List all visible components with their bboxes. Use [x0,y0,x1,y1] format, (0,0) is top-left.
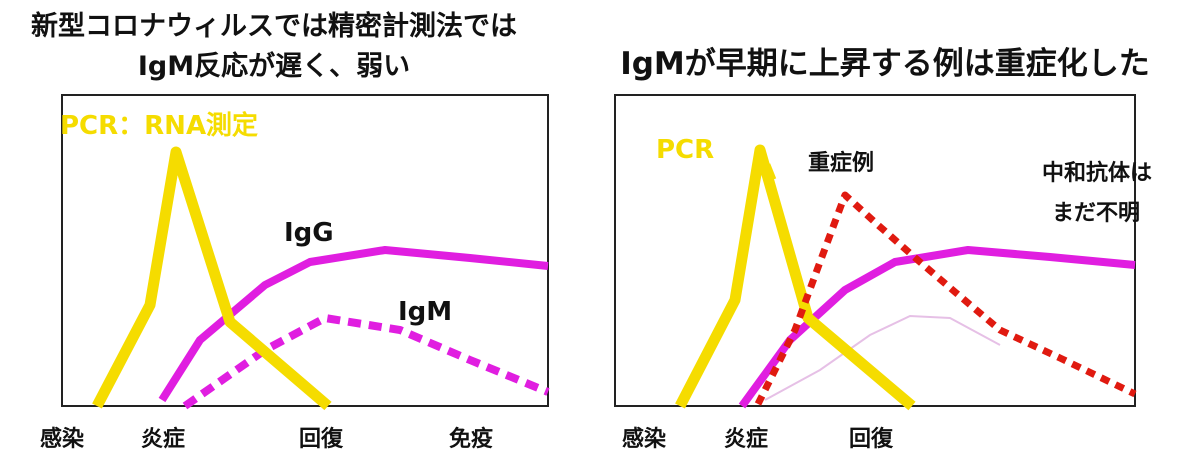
right-pcr-curve [675,144,916,411]
right-severe-curve [754,191,1137,406]
left-x-label-inflammation: 炎症 [141,426,185,452]
left-panel: PCR：RNA測定 IgG IgM 感染 炎症 回復 免疫 [40,94,550,452]
left-igg-label: IgG [284,218,334,248]
right-x-label-recovery: 回復 [849,426,894,452]
left-x-label-recovery: 回復 [299,426,344,452]
right-plot-frame [614,94,1136,407]
left-plot-frame [61,94,549,407]
right-x-label-inflammation: 炎症 [724,426,768,452]
left-x-label-infection: 感染 [40,426,84,452]
left-igm-label: IgM [398,297,452,327]
right-pcr-curve-shoulder [761,163,777,182]
left-pcr-label: PCR：RNA測定 [60,110,258,141]
right-pcr-label: PCR [656,135,714,165]
right-severe-label: 重症例 [808,150,874,176]
left-x-label-immunity: 免疫 [449,426,493,452]
left-pcr-curve [92,146,332,411]
right-neutralizing-label-line1: 中和抗体は [1042,160,1152,186]
right-panel-title: IgMが早期に上昇する例は重症化した [620,46,1150,82]
right-panel: PCR 重症例 中和抗体は まだ不明 感染 炎症 回復 [614,94,1152,452]
right-x-label-infection: 感染 [622,426,666,452]
left-panel-title-line2: IgM反応が遅く、弱い [137,51,411,82]
right-neutralizing-label-line2: まだ不明 [1052,201,1140,226]
right-faint-igm-curve [764,314,1001,401]
left-panel-title-line1: 新型コロナウィルスでは精密計測法では [31,11,517,42]
left-igg-curve [158,246,549,403]
